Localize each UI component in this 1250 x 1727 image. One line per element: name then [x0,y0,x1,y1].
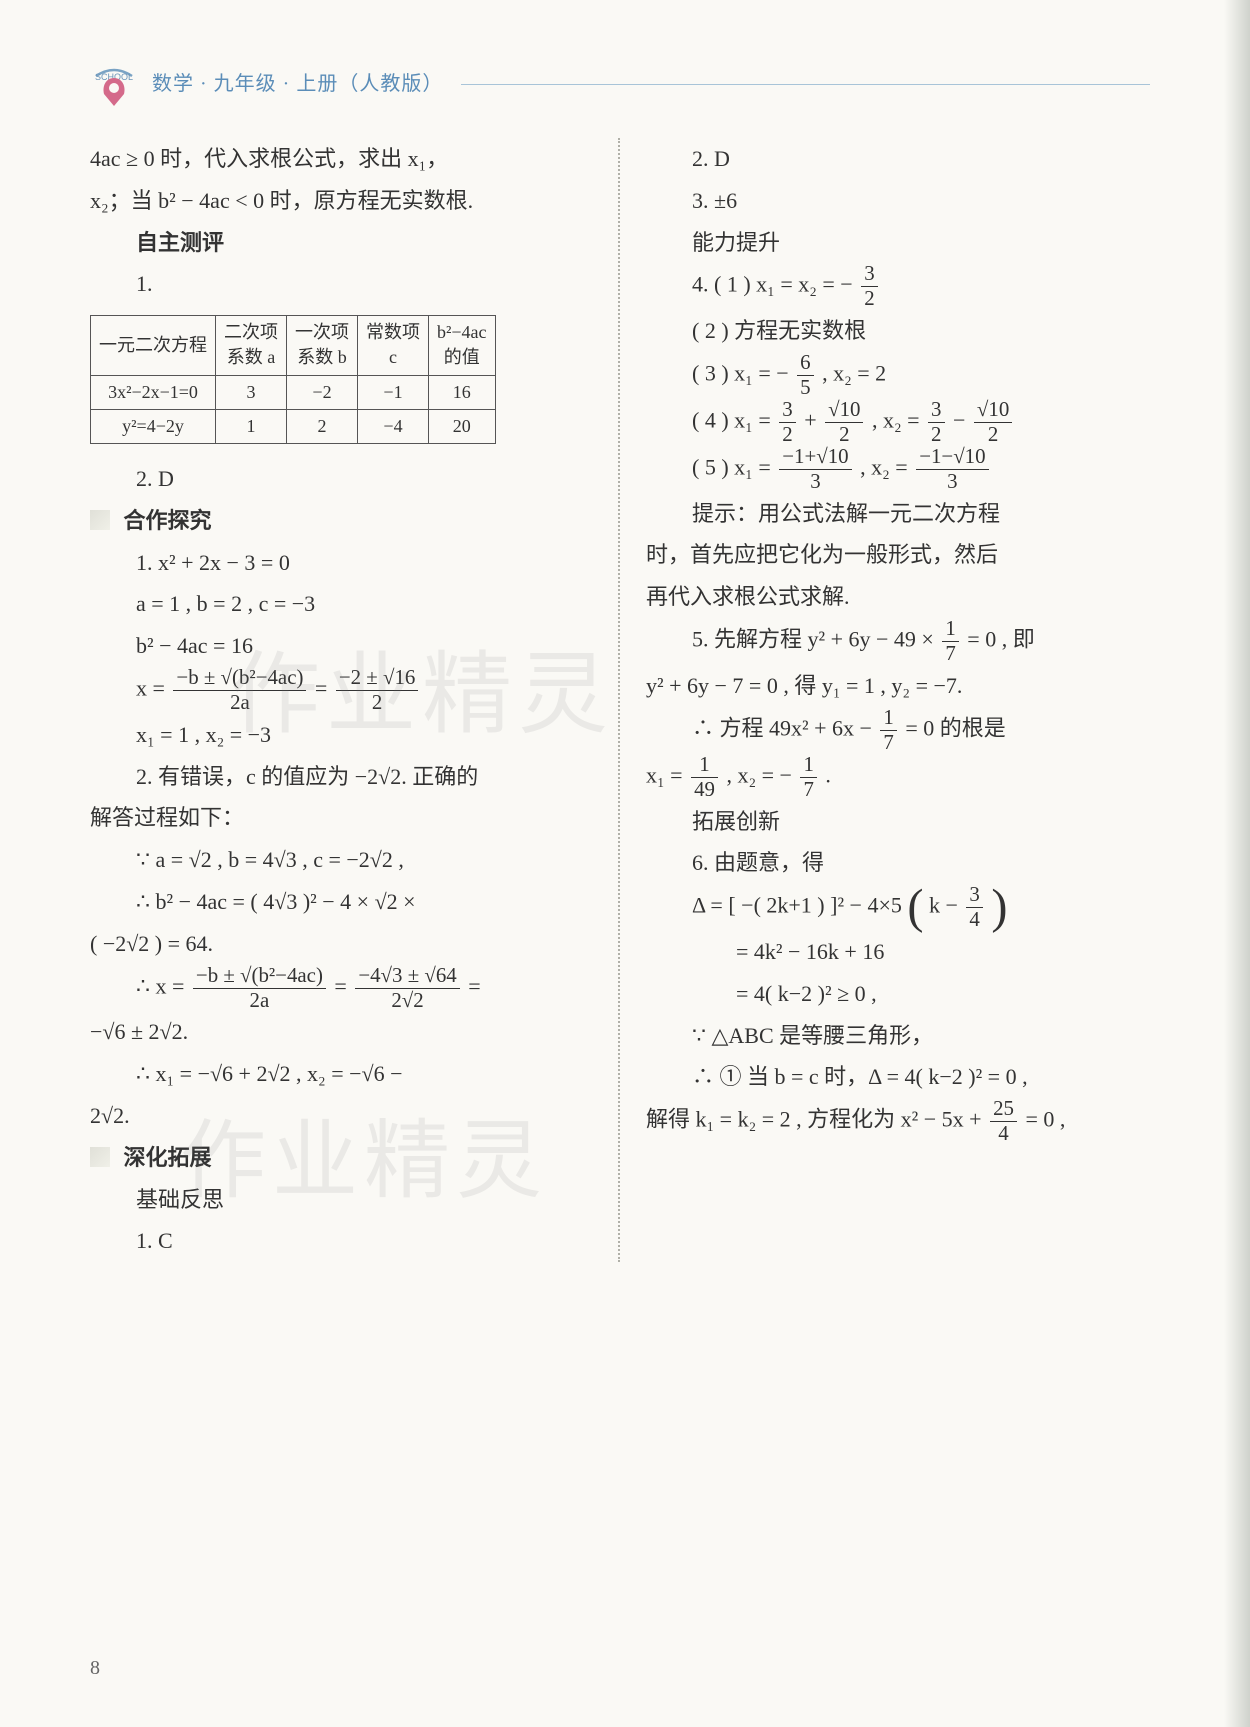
q6a: 6. 由题意，得 [646,842,1150,884]
q6c: = 4k² − 16k + 16 [646,931,1150,973]
hint-1: 提示：用公式法解一元二次方程 [646,493,1150,535]
r2: 2. D [646,138,1150,180]
table-header-row: 一元二次方程 二次项 系数 a 一次项 系数 b 常数项 c b²−4ac 的值 [91,316,496,375]
section-marker-icon [90,510,110,530]
coop-2-res: −√6 ± 2√2. [90,1011,592,1053]
fraction: −b ± √(b²−4ac) 2a [190,965,329,1012]
intro-line-2: x₂；当 b² − 4ac < 0 时，原方程无实数根. [90,180,592,222]
q6g: 解得 k₁ = k₂ = 2 , 方程化为 x² − 5x + 25 4 = 0… [646,1098,1150,1145]
q6f: ∴ ① 当 b = c 时，Δ = 4( k−2 )² = 0 , [646,1056,1150,1098]
hint-3: 再代入求根公式求解. [646,576,1150,618]
school-logo-icon: SCHOOL [90,60,138,108]
header-rule [461,84,1150,85]
q6b: Δ = [ −( 2k+1 ) ]² − 4×5 ( k − 3 4 ) [646,884,1150,931]
fraction: −4√3 ± √64 2√2 [352,965,462,1012]
coop-eq: 1. x² + 2x − 3 = 0 [90,542,592,584]
coop-2-disc1: ∴ b² − 4ac = ( 4√3 )² − 4 × √2 × [90,881,592,923]
fraction: −2 ± √16 2 [333,667,422,714]
q5c: ∴ 方程 49x² + 6x − 1 7 = 0 的根是 [646,707,1150,754]
coop-2b: 解答过程如下： [90,797,592,839]
q5d: x₁ = 1 49 , x₂ = − 1 7 . [646,754,1150,801]
page-title: 数学 · 九年级 · 上册（人教版） [152,65,443,103]
page-right-shadow [1224,0,1250,1727]
fraction: 25 4 [987,1098,1020,1145]
th-b: 一次项 系数 b [287,316,358,375]
fraction: √10 2 [971,399,1015,446]
coop-2-abc: ∵ a = √2 , b = 4√3 , c = −2√2 , [90,839,592,881]
q6d: = 4( k−2 )² ≥ 0 , [646,973,1150,1015]
section-ability: 能力提升 [646,222,1150,264]
a4-3: ( 3 ) x₁ = − 6 5 , x₂ = 2 [646,352,1150,399]
page-header: SCHOOL 数学 · 九年级 · 上册（人教版） [90,60,1150,108]
r3: 3. ±6 [646,180,1150,222]
fraction: 6 5 [794,352,816,399]
section-self-eval: 自主测评 [90,222,592,264]
a4-4: ( 4 ) x₁ = 3 2 + √10 2 , x₂ = 3 2 − [646,399,1150,446]
q5b: y² + 6y − 7 = 0 , 得 y₁ = 1 , y₂ = −7. [646,665,1150,707]
columns: 4ac ≥ 0 时，代入求根公式，求出 x₁， x₂；当 b² − 4ac < … [90,138,1150,1262]
section-cooperation: 合作探究 [90,500,592,542]
q6e: ∵ △ABC 是等腰三角形， [646,1015,1150,1057]
fraction: 1 7 [877,707,899,754]
coop-2-x12a: ∴ x₁ = −√6 + 2√2 , x₂ = −√6 − [90,1053,592,1095]
left-column: 4ac ≥ 0 时，代入求根公式，求出 x₁， x₂；当 b² − 4ac < … [90,138,620,1262]
section-deepen: 深化拓展 [90,1137,592,1179]
q5a: 5. 先解方程 y² + 6y − 49 × 1 7 = 0 , 即 [646,618,1150,665]
th-a: 二次项 系数 a [216,316,287,375]
big-paren-open: ( [907,881,923,934]
section-extension: 拓展创新 [646,801,1150,843]
fraction: −b ± √(b²−4ac) 2a [170,667,309,714]
coop-2a: 2. 有错误，c 的值应为 −2√2. 正确的 [90,756,592,798]
intro-line-1: 4ac ≥ 0 时，代入求根公式，求出 x₁， [90,138,592,180]
deep-1: 1. C [90,1220,592,1262]
th-eq: 一元二次方程 [91,316,216,375]
coop-x12: x₁ = 1 , x₂ = −3 [90,714,592,756]
fraction: 3 2 [858,263,880,310]
big-paren-close: ) [991,881,1007,934]
coop-disc: b² − 4ac = 16 [90,625,592,667]
th-c: 常数项 c [358,316,429,375]
hint-2: 时，首先应把它化为一般形式，然后 [646,534,1150,576]
coop-abc: a = 1 , b = 2 , c = −3 [90,583,592,625]
fraction: 3 2 [776,399,798,446]
coop-x-formula: x = −b ± √(b²−4ac) 2a = −2 ± √16 2 [90,667,592,714]
deep-sub: 基础反思 [90,1179,592,1221]
right-column: 2. D 3. ±6 能力提升 4. ( 1 ) x₁ = x₂ = − 3 2… [620,138,1150,1262]
fraction: 1 7 [939,618,961,665]
a4-2: ( 2 ) 方程无实数根 [646,310,1150,352]
coop-2-disc2: ( −2√2 ) = 64. [90,923,592,965]
coop-2-x12b: 2√2. [90,1095,592,1137]
self-1: 1. [90,263,592,305]
a4-5: ( 5 ) x₁ = −1+√10 3 , x₂ = −1−√10 3 [646,446,1150,493]
fraction: √10 2 [822,399,866,446]
self-2: 2. D [90,458,592,500]
coop-2-x-formula: ∴ x = −b ± √(b²−4ac) 2a = −4√3 ± √64 2√2… [90,965,592,1012]
table-row: 3x²−2x−1=0 3 −2 −1 16 [91,375,496,409]
fraction: 3 4 [963,884,985,931]
fraction: −1+√10 3 [776,446,854,493]
page-number: 8 [90,1649,100,1687]
a4-1: 4. ( 1 ) x₁ = x₂ = − 3 2 [646,263,1150,310]
section-marker-icon [90,1147,110,1167]
equation-table: 一元二次方程 二次项 系数 a 一次项 系数 b 常数项 c b²−4ac 的值… [90,315,496,444]
th-d: b²−4ac 的值 [429,316,496,375]
fraction: 1 49 [688,754,721,801]
fraction: 1 7 [797,754,819,801]
table-row: y²=4−2y 1 2 −4 20 [91,409,496,443]
fraction: 3 2 [925,399,947,446]
fraction: −1−√10 3 [913,446,991,493]
